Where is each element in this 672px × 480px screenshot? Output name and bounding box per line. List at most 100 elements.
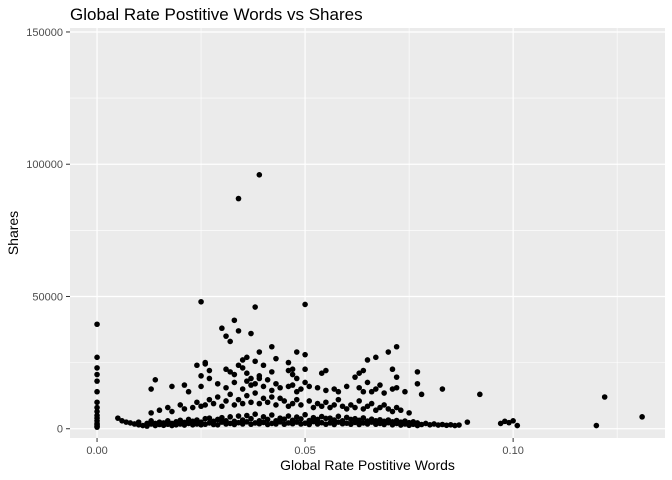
data-point xyxy=(239,421,246,427)
data-point xyxy=(514,422,521,429)
data-point xyxy=(360,406,367,412)
data-point xyxy=(364,357,371,363)
data-point xyxy=(252,420,258,426)
data-point xyxy=(194,362,200,369)
data-point xyxy=(219,403,225,410)
data-point xyxy=(306,421,313,428)
data-point xyxy=(248,375,254,382)
data-point xyxy=(231,402,238,408)
data-point xyxy=(343,383,350,390)
data-point xyxy=(285,413,292,419)
data-point xyxy=(285,403,292,410)
data-point xyxy=(185,388,192,395)
data-point xyxy=(593,422,600,429)
data-point xyxy=(385,349,392,355)
data-point xyxy=(302,411,308,418)
data-point xyxy=(94,354,100,361)
data-point xyxy=(269,412,275,418)
data-point xyxy=(281,398,288,404)
data-point xyxy=(414,369,421,375)
chart-title: Global Rate Postitive Words vs Shares xyxy=(70,5,363,24)
data-point xyxy=(235,413,242,419)
data-point xyxy=(368,388,375,395)
data-point xyxy=(94,378,100,384)
data-point xyxy=(219,414,225,421)
data-point xyxy=(285,420,292,426)
data-point xyxy=(223,418,229,424)
data-point xyxy=(248,330,254,337)
data-point xyxy=(497,420,504,427)
data-point xyxy=(239,386,246,392)
data-point xyxy=(94,321,100,328)
data-point xyxy=(439,421,446,428)
data-point xyxy=(169,408,175,415)
data-point xyxy=(293,396,300,403)
data-point xyxy=(252,304,258,310)
data-point xyxy=(198,373,204,379)
data-point xyxy=(331,421,338,428)
data-point xyxy=(443,422,450,429)
data-point xyxy=(177,417,184,424)
data-point xyxy=(269,394,275,400)
data-point xyxy=(289,371,296,378)
data-point xyxy=(231,317,238,324)
data-point xyxy=(94,388,100,395)
data-point xyxy=(335,396,342,403)
data-point xyxy=(393,384,400,391)
data-point xyxy=(256,349,263,355)
data-point xyxy=(231,379,238,386)
data-point xyxy=(264,377,271,383)
data-point xyxy=(302,379,308,386)
data-point xyxy=(177,402,184,408)
data-point xyxy=(348,402,354,408)
y-tick-label: 100000 xyxy=(26,159,63,171)
data-point xyxy=(189,404,196,411)
data-point xyxy=(406,410,412,416)
data-point xyxy=(235,328,242,334)
data-point xyxy=(148,418,154,424)
data-point xyxy=(352,374,358,380)
data-point xyxy=(239,417,246,423)
data-point xyxy=(302,351,308,358)
data-point xyxy=(269,420,275,427)
data-point xyxy=(331,386,338,392)
y-tick-label: 50000 xyxy=(32,291,63,303)
data-point xyxy=(194,399,200,406)
data-point xyxy=(601,394,608,400)
data-point xyxy=(260,414,267,420)
data-point xyxy=(339,403,346,410)
data-point xyxy=(310,404,317,411)
data-point xyxy=(135,419,142,425)
data-point xyxy=(169,422,175,429)
data-point xyxy=(385,406,392,412)
data-point xyxy=(123,419,129,425)
data-point xyxy=(235,396,242,403)
data-point xyxy=(94,365,100,371)
data-point xyxy=(169,383,175,390)
data-point xyxy=(293,375,300,382)
data-point xyxy=(339,418,346,424)
data-point xyxy=(260,419,267,426)
data-point xyxy=(252,358,258,365)
data-point xyxy=(389,408,396,415)
x-tick-label: 0.05 xyxy=(294,445,315,457)
data-point xyxy=(206,367,213,374)
data-point xyxy=(244,419,250,425)
data-point xyxy=(298,421,304,427)
data-point xyxy=(148,386,154,392)
data-point xyxy=(164,404,171,411)
data-point xyxy=(235,362,242,369)
data-point xyxy=(115,415,121,421)
data-point xyxy=(352,404,358,411)
data-point xyxy=(302,366,308,373)
data-point xyxy=(293,349,300,355)
data-point xyxy=(343,414,350,421)
data-point xyxy=(269,343,275,350)
x-axis-ticks: 0.00 0.05 0.10 xyxy=(86,438,524,457)
data-point xyxy=(206,396,213,403)
data-point xyxy=(323,399,329,406)
data-point xyxy=(202,415,209,422)
data-point xyxy=(94,399,100,406)
data-point xyxy=(414,380,421,387)
data-point xyxy=(373,386,379,392)
